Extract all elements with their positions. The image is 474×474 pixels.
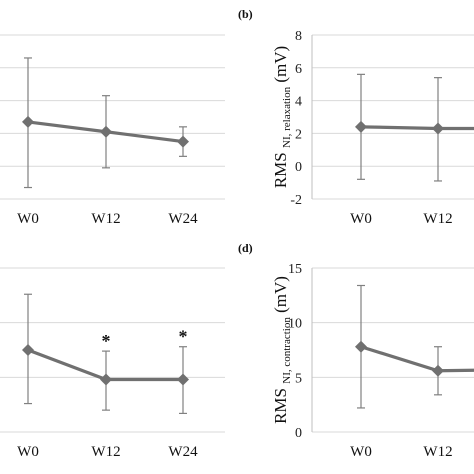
significance-star: * xyxy=(179,327,188,347)
x-tick-label: W12 xyxy=(423,444,452,460)
x-tick-label: W12 xyxy=(423,211,452,227)
data-point-diamond xyxy=(22,344,34,356)
chart-panel-1: W0 W12 W24 xyxy=(0,34,225,227)
data-point-diamond xyxy=(22,115,34,128)
significance-star: * xyxy=(102,331,111,351)
data-point-diamond xyxy=(432,364,444,377)
x-tick-label: W0 xyxy=(350,211,372,227)
y-tick-label: 5 xyxy=(295,371,302,386)
data-point-diamond xyxy=(355,340,367,353)
x-tick-label: W24 xyxy=(168,211,198,227)
panel-label: (d) xyxy=(238,241,253,255)
data-point-diamond xyxy=(100,125,112,138)
y-axis-label: RMS NI, relaxation (mV) xyxy=(271,46,293,188)
panel-label: (b) xyxy=(238,7,253,21)
chart-panel-4: 051015W0W12W24(d)RMS NI, contraction (mV… xyxy=(238,241,474,460)
y-axis-label: RMS NI, contraction (mV) xyxy=(271,276,293,424)
x-tick-label: W12 xyxy=(91,211,120,227)
series-line xyxy=(360,345,474,373)
data-point-diamond xyxy=(100,373,112,386)
x-tick-label: W0 xyxy=(17,444,39,460)
series-line xyxy=(360,125,474,131)
y-tick-label: 4 xyxy=(295,95,302,110)
y-tick-label: 8 xyxy=(295,29,302,44)
x-tick-label: W0 xyxy=(350,444,372,460)
y-tick-label: 0 xyxy=(295,160,302,175)
x-tick-label: W12 xyxy=(91,444,120,460)
data-point-diamond xyxy=(177,373,189,386)
chart-panel-2: -202468W0W12W24(b)RMS NI, relaxation (mV… xyxy=(238,7,474,227)
y-tick-label: 0 xyxy=(295,426,302,441)
x-tick-label: W24 xyxy=(168,444,198,460)
data-point-diamond xyxy=(355,120,367,133)
y-tick-label: 2 xyxy=(295,127,302,142)
y-tick-label: 10 xyxy=(288,317,302,332)
x-tick-label: W0 xyxy=(17,211,39,227)
y-tick-label: 6 xyxy=(295,62,302,77)
y-tick-label: 15 xyxy=(288,262,302,277)
data-point-diamond xyxy=(432,122,444,135)
y-tick-label: -2 xyxy=(290,193,302,208)
data-point-diamond xyxy=(177,135,189,148)
chart-panel-3: W0 W12 W24 * * xyxy=(0,267,225,460)
